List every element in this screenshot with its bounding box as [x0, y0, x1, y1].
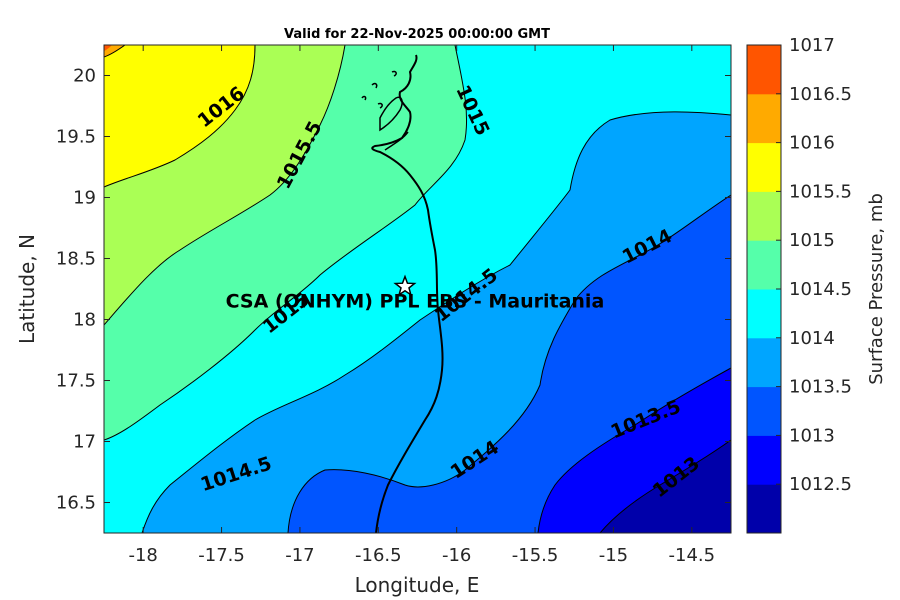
colorbar-swatch: [747, 191, 781, 241]
colorbar-swatch: [747, 289, 781, 339]
y-tick-label: 16.5: [56, 493, 96, 514]
colorbar-tick-label: 1014.5: [789, 279, 852, 300]
y-tick-label: 18: [73, 310, 96, 331]
site-star-icon: [393, 274, 417, 297]
colorbar-tick-label: 1013.5: [789, 377, 852, 398]
contour-lines: [104, 45, 731, 533]
x-tick-label: -14.5: [669, 545, 716, 566]
colorbar-swatch: [747, 337, 781, 388]
y-tick-label: 18.5: [56, 249, 96, 270]
colorbar-swatch: [747, 484, 781, 534]
x-tick-label: -16: [442, 545, 471, 566]
plot-frame: [103, 44, 732, 534]
site-label: CSA (ONHYM) PPL EBS - Mauritania: [226, 291, 605, 313]
colorbar-swatch: [747, 386, 781, 436]
x-tick-label: -16.5: [355, 545, 402, 566]
contour-bands: [104, 45, 731, 533]
coastline: [361, 54, 444, 533]
colorbar-swatch: [747, 435, 781, 485]
site-marker-group: CSA (ONHYM) PPL EBS - Mauritania: [226, 274, 605, 313]
x-axis-label: Longitude, E: [355, 573, 480, 597]
x-tick-label: -15.5: [512, 545, 559, 566]
colorbar-swatch: [747, 142, 781, 192]
colorbar-tick-label: 1012.5: [789, 474, 852, 495]
band-1016-1016.5: [104, 45, 255, 187]
y-tick-label: 17.5: [56, 371, 96, 392]
x-tick-label: -18: [128, 545, 157, 566]
map-title: Valid for 22-Nov-2025 00:00:00 GMT: [284, 27, 550, 42]
band-1012.5-1013: [600, 440, 731, 533]
x-axis-ticks: -18 -17.5 -17 -16.5 -16 -15.5 -15 -14.5: [128, 45, 715, 566]
x-tick-label: -17.5: [198, 545, 245, 566]
colorbar-tick-label: 1017: [789, 35, 835, 56]
colorbar-tick-label: 1016: [789, 133, 835, 154]
y-tick-label: 20: [73, 66, 96, 87]
band-1016.5-1017: [104, 45, 125, 57]
y-tick-label: 19: [73, 188, 96, 209]
y-tick-label: 19.5: [56, 127, 96, 148]
colorbar: 1017 1016.5 1016 1015.5 1015 1014.5 1014 1013.5…: [746, 35, 852, 534]
colorbar-tick-label: 1016.5: [789, 84, 852, 105]
band-1017: [104, 45, 112, 51]
colorbar-swatch: [747, 240, 781, 290]
colorbar-tick-label: 1015.5: [789, 181, 852, 202]
y-axis-label: Latitude, N: [15, 234, 39, 344]
x-tick-label: -15: [599, 545, 628, 566]
y-axis-ticks: 20 19.5 19 18.5 18 17.5 17 16.5: [56, 66, 731, 514]
colorbar-swatch: [747, 93, 781, 144]
x-tick-label: -17: [285, 545, 314, 566]
colorbar-tick-label: 1014: [789, 328, 835, 349]
colorbar-tick-label: 1013: [789, 425, 835, 446]
y-tick-label: 17: [73, 432, 96, 453]
colorbar-tick-label: 1015: [789, 230, 835, 251]
colorbar-swatch: [747, 45, 781, 95]
colorbar-label: Surface Pressure, mb: [866, 193, 887, 385]
